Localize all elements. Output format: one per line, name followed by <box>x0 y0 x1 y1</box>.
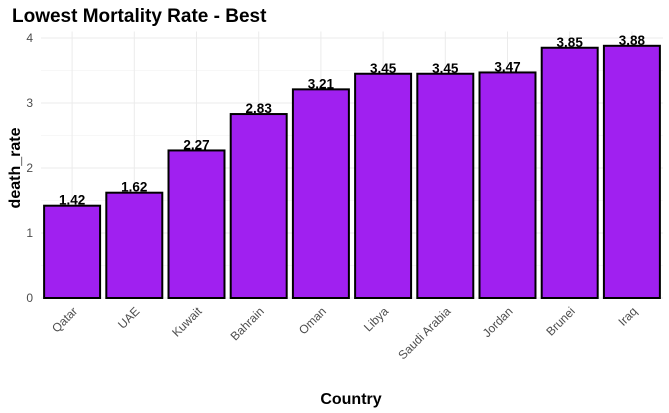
bar-libya <box>354 72 413 299</box>
x-tick-label: Jordan <box>480 304 516 340</box>
bar-brunei <box>540 46 599 299</box>
x-tick-label: Oman <box>296 304 329 337</box>
y-tick-label: 1 <box>26 226 33 240</box>
y-tick-labels: 0 1 2 3 4 <box>26 31 33 305</box>
y-tick-label: 0 <box>26 291 33 305</box>
x-tick-label: Bahrain <box>228 304 267 343</box>
x-tick-labels: Qatar UAE Kuwait Bahrain Oman Libya Saudi Arab… <box>49 304 640 362</box>
data-label: 2.83 <box>246 101 273 116</box>
bar-saudi-arabia <box>416 72 475 299</box>
x-tick-label: Libya <box>361 304 391 334</box>
bar-iraq <box>602 44 661 299</box>
data-label: 2.27 <box>183 137 209 152</box>
y-tick-label: 3 <box>26 96 33 110</box>
data-label: 3.85 <box>557 35 584 50</box>
x-axis-title: Country <box>320 391 381 408</box>
x-tick-label: Brunei <box>543 304 577 338</box>
data-label: 1.42 <box>59 193 85 208</box>
x-tick-label: Kuwait <box>169 304 205 340</box>
data-label: 3.45 <box>370 61 397 76</box>
y-axis-title: death_rate <box>7 127 24 208</box>
bar-bahrain <box>229 113 288 299</box>
x-tick-label: Iraq <box>615 304 640 329</box>
bar-uae <box>105 191 164 299</box>
bar-kuwait <box>167 149 226 299</box>
bars-group <box>43 44 661 299</box>
data-label: 3.47 <box>494 59 520 74</box>
data-label: 3.21 <box>308 76 335 91</box>
data-label: 1.62 <box>121 180 147 195</box>
x-tick-label: Qatar <box>49 304 80 335</box>
data-label: 3.88 <box>619 33 646 48</box>
bar-qatar <box>43 204 102 299</box>
data-label: 3.45 <box>432 61 459 76</box>
bar-oman <box>291 88 350 299</box>
data-labels-group: 1.42 1.62 2.27 2.83 3.21 3.45 3.45 3.47 3.85 3.88 <box>59 33 646 208</box>
y-tick-label: 2 <box>26 161 33 175</box>
y-tick-label: 4 <box>26 31 33 45</box>
x-tick-label: Saudi Arabia <box>395 304 453 362</box>
x-tick-label: UAE <box>115 304 142 331</box>
bar-jordan <box>478 71 537 299</box>
chart-title: Lowest Mortality Rate - Best <box>12 6 267 27</box>
